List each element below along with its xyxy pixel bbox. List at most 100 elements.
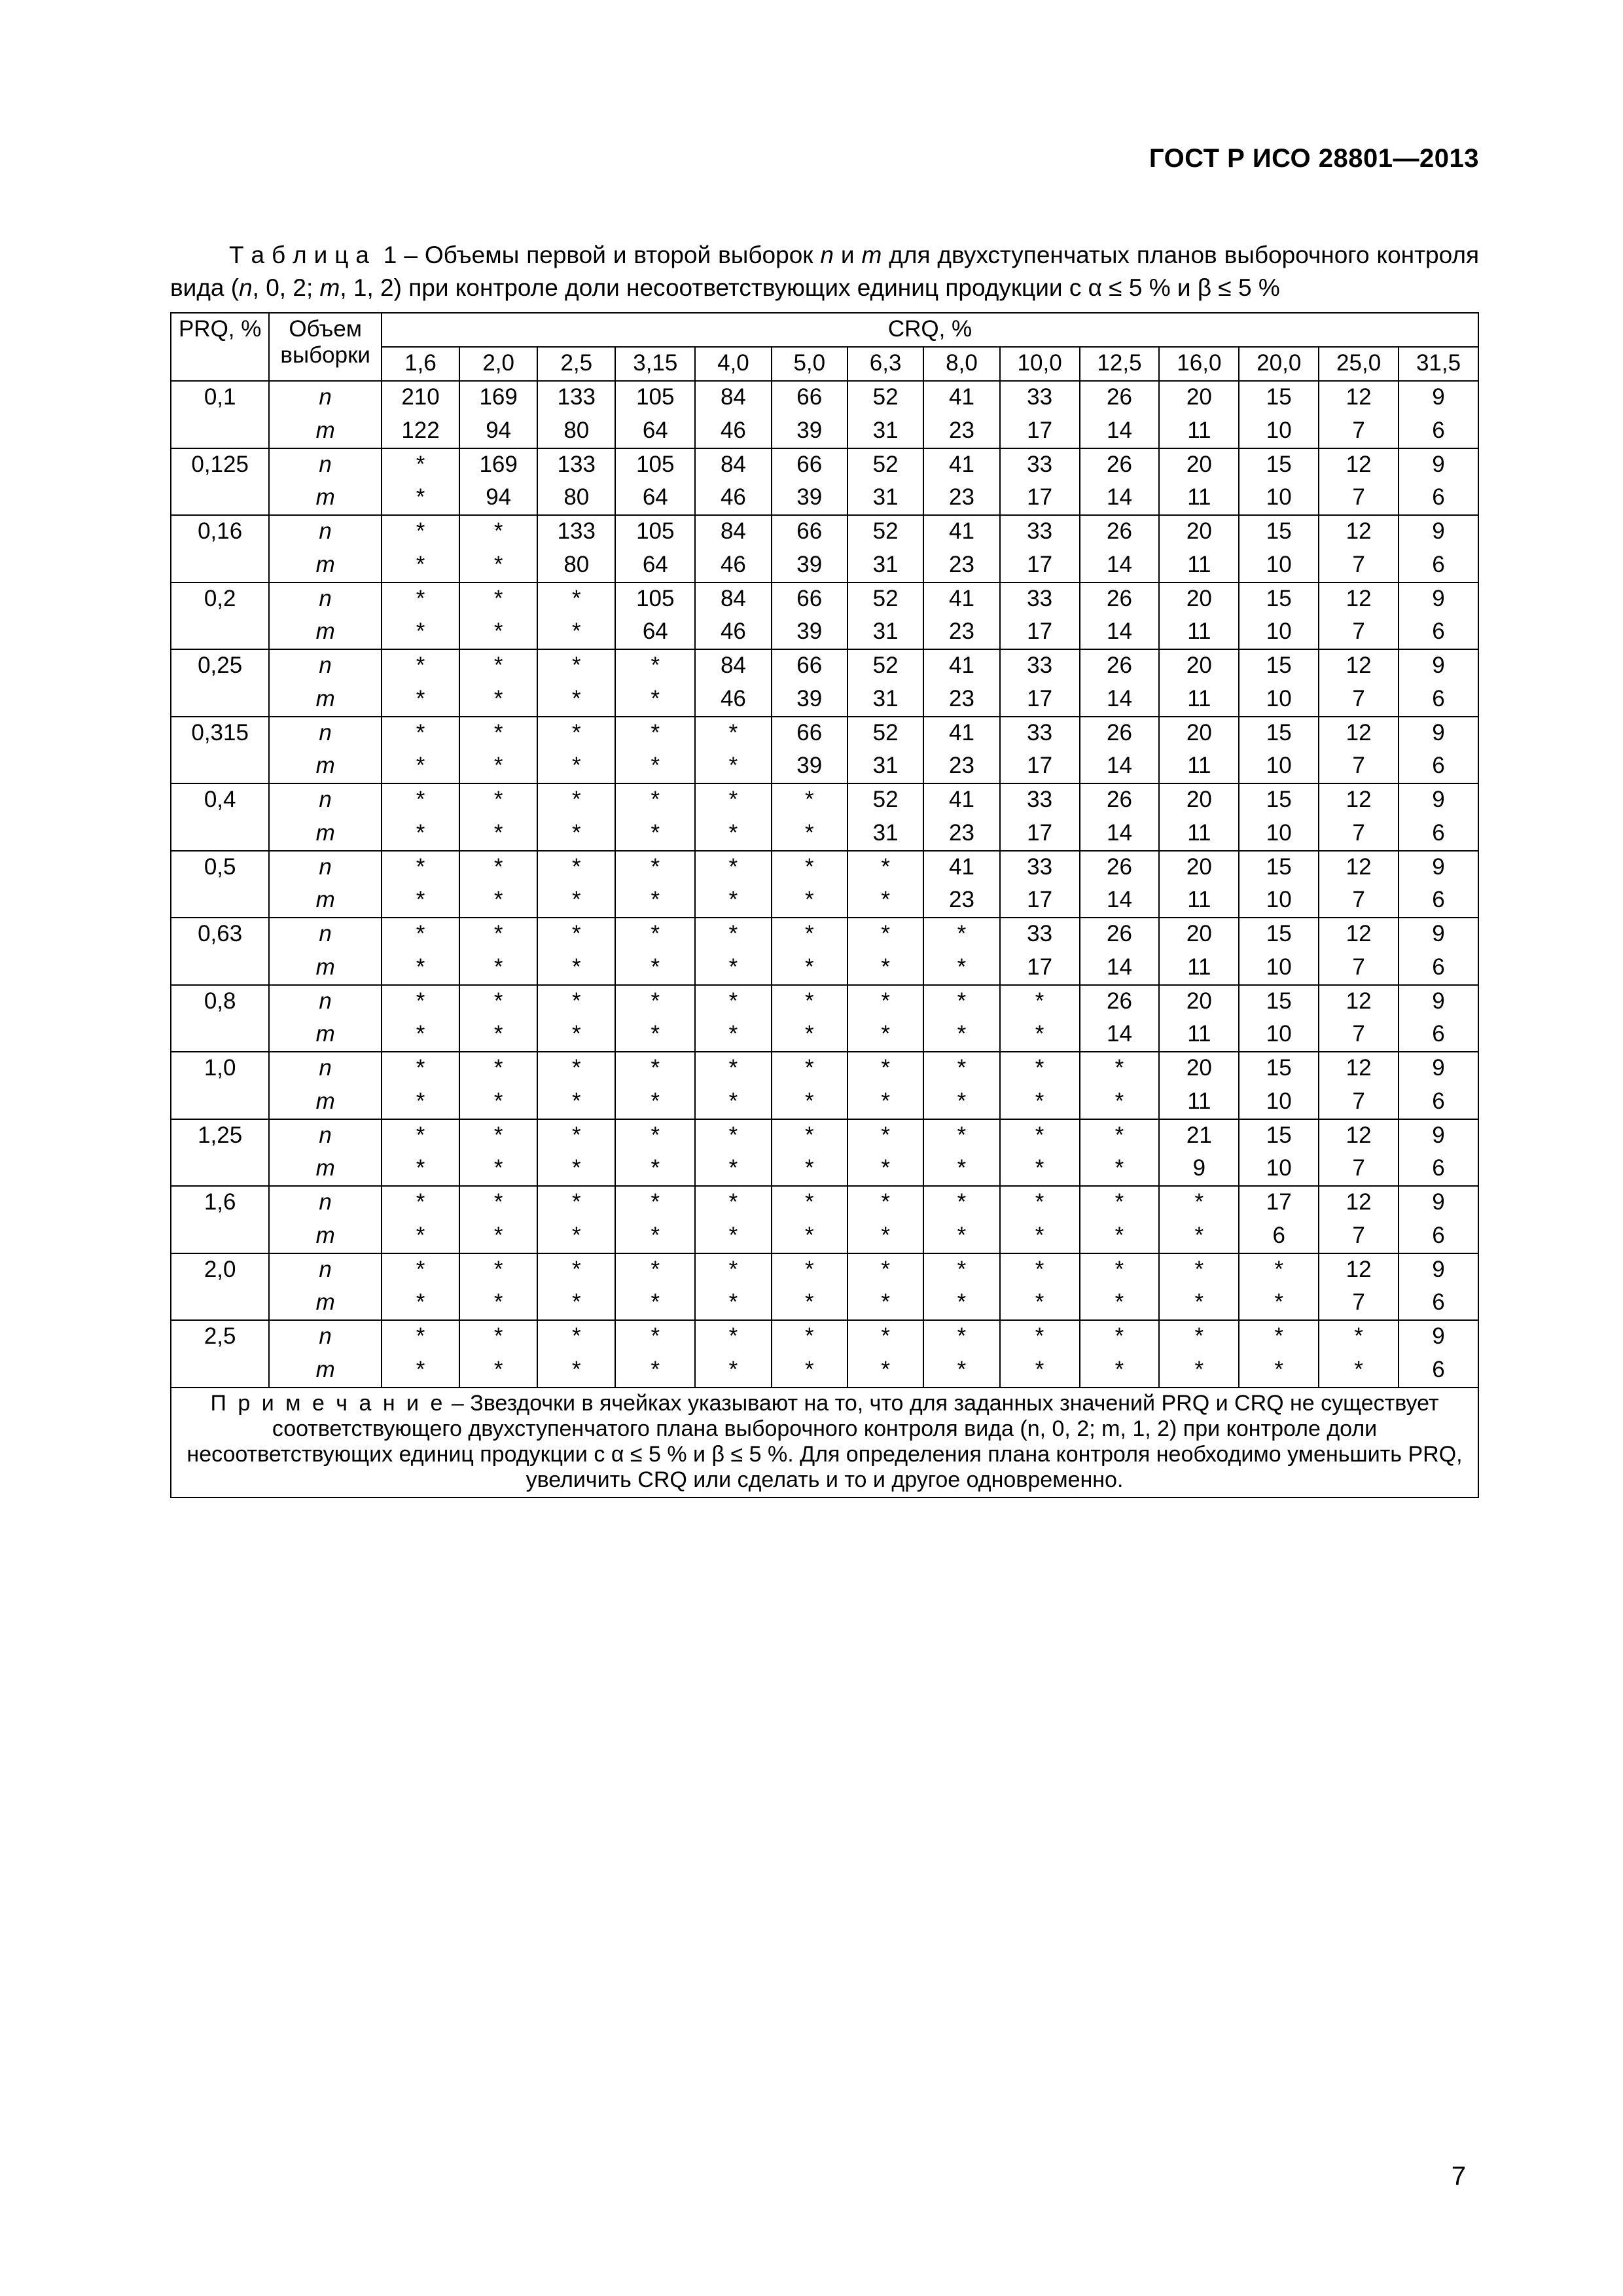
- cell-m: 64: [615, 482, 695, 515]
- cell-m: 46: [695, 482, 771, 515]
- cell-m: *: [537, 750, 615, 783]
- cell-m: *: [459, 952, 537, 985]
- header-prq: PRQ, %: [171, 313, 269, 382]
- cell-m: 10: [1239, 817, 1319, 851]
- cell-n: 12: [1319, 1119, 1399, 1153]
- cell-n: *: [537, 717, 615, 750]
- cell-m: *: [847, 884, 923, 918]
- cell-n: 41: [923, 783, 999, 817]
- symbol-m: m: [269, 616, 382, 649]
- cell-n: 33: [1000, 717, 1080, 750]
- table-row: m122948064463931231714111076: [171, 415, 1478, 448]
- page-number: 7: [1452, 2162, 1466, 2191]
- cell-n: *: [695, 783, 771, 817]
- cell-m: 10: [1239, 1086, 1319, 1119]
- cell-n: 33: [1000, 515, 1080, 548]
- cell-n: 20: [1159, 985, 1239, 1018]
- cell-m: 7: [1319, 1220, 1399, 1253]
- cell-n: *: [615, 1186, 695, 1219]
- header-crq: CRQ, %: [382, 313, 1478, 347]
- cell-m: 6: [1399, 952, 1478, 985]
- table-row: m***********676: [171, 1220, 1478, 1253]
- cell-n: 15: [1239, 918, 1319, 951]
- cell-n: 33: [1000, 649, 1080, 683]
- cell-n: *: [847, 918, 923, 951]
- prq-cell: 0,16: [171, 515, 269, 583]
- symbol-n: n: [269, 1052, 382, 1085]
- cell-n: 21: [1159, 1119, 1239, 1153]
- cell-n: *: [923, 1253, 999, 1287]
- cell-m: 7: [1319, 1086, 1399, 1119]
- cell-m: 6: [1399, 549, 1478, 583]
- symbol-m: m: [269, 817, 382, 851]
- cell-n: *: [382, 1186, 459, 1219]
- cell-m: *: [459, 1086, 537, 1119]
- cell-n: 12: [1319, 851, 1399, 884]
- prq-cell: 1,0: [171, 1052, 269, 1119]
- cell-n: *: [459, 583, 537, 616]
- cell-m: *: [695, 817, 771, 851]
- cell-n: *: [382, 583, 459, 616]
- cell-n: 9: [1399, 448, 1478, 482]
- cell-n: *: [1239, 1320, 1319, 1354]
- cell-m: 6: [1399, 683, 1478, 717]
- cell-n: 12: [1319, 649, 1399, 683]
- table-row: m*******231714111076: [171, 884, 1478, 918]
- cell-n: 41: [923, 851, 999, 884]
- cell-m: 64: [615, 415, 695, 448]
- cell-m: *: [772, 1018, 847, 1052]
- caption-m: m: [862, 242, 882, 268]
- caption-text-3: , 0, 2;: [253, 274, 320, 301]
- cell-m: *: [847, 1287, 923, 1320]
- cell-m: 7: [1319, 1287, 1399, 1320]
- symbol-n: n: [269, 717, 382, 750]
- cell-n: *: [382, 717, 459, 750]
- cell-m: *: [459, 616, 537, 649]
- cell-m: *: [923, 1018, 999, 1052]
- prq-cell: 0,125: [171, 448, 269, 516]
- cell-n: 84: [695, 583, 771, 616]
- cell-m: 11: [1159, 1018, 1239, 1052]
- cell-n: 52: [847, 717, 923, 750]
- crq-col-8: 10,0: [1000, 347, 1080, 381]
- cell-m: *: [615, 952, 695, 985]
- cell-m: 6: [1399, 1287, 1478, 1320]
- cell-n: 12: [1319, 717, 1399, 750]
- cell-n: 66: [772, 583, 847, 616]
- cell-m: *: [695, 1287, 771, 1320]
- cell-m: *: [382, 616, 459, 649]
- cell-m: 17: [1000, 549, 1080, 583]
- cell-m: *: [537, 952, 615, 985]
- cell-m: 39: [772, 616, 847, 649]
- cell-n: *: [847, 1186, 923, 1219]
- cell-m: *: [615, 683, 695, 717]
- cell-n: *: [382, 1119, 459, 1153]
- symbol-n: n: [269, 1253, 382, 1287]
- crq-col-3: 3,15: [615, 347, 695, 381]
- cell-m: 14: [1080, 549, 1160, 583]
- cell-n: *: [847, 1320, 923, 1354]
- cell-m: 14: [1080, 952, 1160, 985]
- cell-n: 15: [1239, 783, 1319, 817]
- cell-m: 80: [537, 482, 615, 515]
- table-row: 0,25n****8466524133262015129: [171, 649, 1478, 683]
- cell-m: 7: [1319, 616, 1399, 649]
- cell-n: 66: [772, 448, 847, 482]
- cell-m: 31: [847, 482, 923, 515]
- symbol-n: n: [269, 918, 382, 951]
- cell-n: 33: [1000, 851, 1080, 884]
- cell-m: *: [459, 750, 537, 783]
- cell-n: *: [615, 1253, 695, 1287]
- cell-n: 9: [1399, 1320, 1478, 1354]
- cell-m: *: [847, 952, 923, 985]
- prq-cell: 0,8: [171, 985, 269, 1052]
- cell-m: 31: [847, 750, 923, 783]
- cell-m: 14: [1080, 415, 1160, 448]
- cell-m: *: [382, 750, 459, 783]
- cell-m: 11: [1159, 482, 1239, 515]
- cell-m: 46: [695, 549, 771, 583]
- cell-n: 20: [1159, 1052, 1239, 1085]
- cell-n: 15: [1239, 515, 1319, 548]
- cell-n: *: [1000, 1119, 1080, 1153]
- cell-m: 14: [1080, 683, 1160, 717]
